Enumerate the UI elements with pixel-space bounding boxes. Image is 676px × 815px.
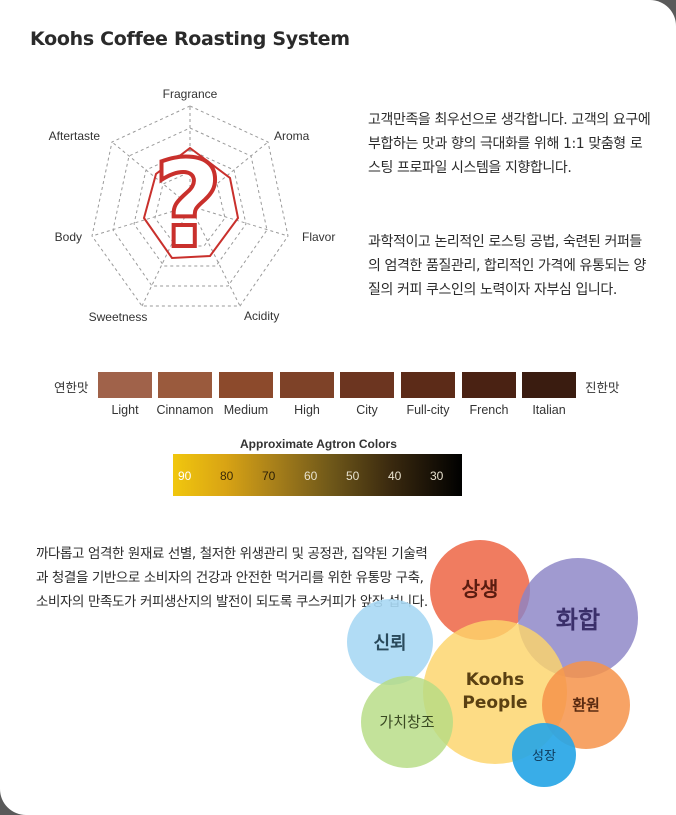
label-sinroe: 신뢰: [373, 633, 406, 654]
agtron-value-30: 30: [430, 469, 444, 483]
koohs-values-diagram: 상생 화합 신뢰 Koohs People 가치창조 환원 성장: [347, 540, 638, 787]
page-title: Koohs Coffee Roasting System: [30, 28, 350, 50]
roast-level-french: French: [469, 403, 509, 417]
label-people: People: [462, 693, 527, 713]
label-sangsaeng: 상생: [462, 577, 499, 601]
label-koohs: Koohs: [466, 670, 524, 690]
roast-swatch-city: [340, 372, 394, 398]
agtron-gradient-bar: 90 80 70 60 50 40 30: [173, 454, 462, 496]
agtron-title: Approximate Agtron Colors: [240, 437, 397, 451]
roast-swatch-row: [98, 372, 578, 398]
bubble-sinroe: [347, 599, 433, 685]
commitment-paragraph: 까다롭고 엄격한 원재료 선별, 철저한 위생관리 및 공정관, 집약된 기술력…: [36, 546, 428, 610]
question-mark-symbol: ?: [153, 136, 223, 275]
roast-swatch-italian: [522, 372, 576, 398]
roast-swatch-medium: [219, 372, 273, 398]
dark-taste-label: 진한맛: [585, 380, 620, 395]
roast-level-full-city: Full-city: [406, 403, 450, 417]
light-taste-label: 연한맛: [54, 380, 89, 395]
roast-swatch-full-city: [401, 372, 455, 398]
axis-label-aroma: Aroma: [274, 129, 310, 143]
label-hwahap: 화합: [556, 606, 600, 634]
axis-label-fragrance: Fragrance: [163, 87, 218, 101]
label-hwanwon: 환원: [572, 696, 600, 714]
roast-swatch-cinnamon: [158, 372, 212, 398]
roast-swatch-high: [280, 372, 334, 398]
bubble-seongjang: [512, 723, 576, 787]
intro-paragraph: 고객만족을 최우선으로 생각합니다. 고객의 요구에 부합하는 맛과 향의 극대…: [368, 112, 651, 176]
quality-paragraph: 과학적이고 논리적인 로스팅 공법, 숙련된 커퍼들의 엄격한 품질관리, 합리…: [368, 234, 646, 298]
agtron-value-50: 50: [346, 469, 360, 483]
axis-label-aftertaste: Aftertaste: [49, 129, 101, 143]
bubble-sangsaeng: [430, 540, 530, 640]
axis-label-flavor: Flavor: [302, 230, 335, 244]
agtron-value-40: 40: [388, 469, 402, 483]
roast-swatch-light: [98, 372, 152, 398]
roast-swatch-french: [462, 372, 516, 398]
roast-level-light: Light: [111, 403, 139, 417]
axis-label-acidity: Acidity: [244, 309, 279, 323]
roast-level-labels: Light Cinnamon Medium High City Full-cit…: [98, 403, 578, 419]
agtron-value-90: 90: [178, 469, 192, 483]
roast-level-city: City: [356, 403, 378, 417]
agtron-value-60: 60: [304, 469, 318, 483]
label-seongjang: 성장: [532, 749, 556, 764]
bubble-gachi: [361, 676, 453, 768]
roast-level-cinnamon: Cinnamon: [156, 403, 214, 417]
agtron-value-80: 80: [220, 469, 234, 483]
roast-level-italian: Italian: [532, 403, 566, 417]
roast-level-high: High: [294, 403, 320, 417]
roast-level-medium: Medium: [223, 403, 269, 417]
agtron-value-70: 70: [262, 469, 276, 483]
bubble-hwanwon: [542, 661, 630, 749]
label-gachi: 가치창조: [379, 713, 434, 731]
cupping-radar-diagram: Fragrance Aroma Flavor Acidity Sweetness…: [49, 87, 336, 324]
axis-label-body: Body: [55, 230, 82, 244]
axis-label-sweetness: Sweetness: [89, 310, 148, 324]
